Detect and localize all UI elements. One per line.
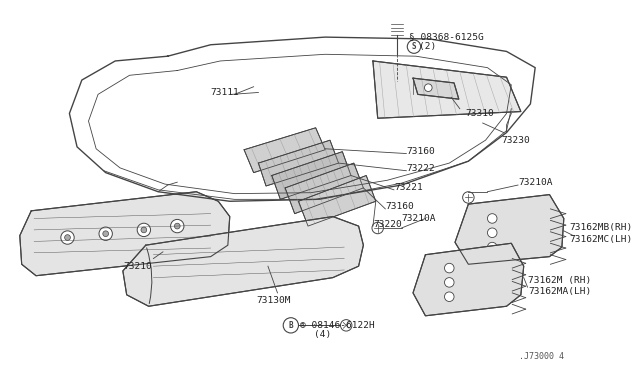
- Circle shape: [61, 231, 74, 244]
- Text: 73221: 73221: [394, 183, 422, 192]
- Circle shape: [488, 214, 497, 223]
- Text: .J73000 4: .J73000 4: [519, 352, 564, 361]
- Circle shape: [137, 223, 150, 237]
- Circle shape: [284, 318, 298, 333]
- Text: 73310: 73310: [465, 109, 494, 118]
- Text: 73220: 73220: [373, 220, 402, 229]
- Circle shape: [407, 40, 420, 53]
- Text: 73210A: 73210A: [518, 178, 552, 187]
- Text: (2): (2): [419, 42, 436, 51]
- Circle shape: [171, 219, 184, 233]
- Circle shape: [463, 192, 474, 203]
- Circle shape: [372, 222, 383, 234]
- Circle shape: [340, 320, 352, 331]
- Text: S: S: [412, 42, 416, 51]
- Text: 73160: 73160: [385, 202, 414, 212]
- Polygon shape: [123, 217, 364, 306]
- Text: 73230: 73230: [502, 136, 531, 145]
- Circle shape: [103, 231, 109, 237]
- Text: 73162M (RH): 73162M (RH): [529, 276, 592, 285]
- Polygon shape: [455, 195, 564, 264]
- Text: § 08368-6125G: § 08368-6125G: [409, 33, 484, 42]
- Polygon shape: [373, 61, 521, 118]
- Polygon shape: [272, 152, 351, 199]
- Circle shape: [175, 223, 180, 229]
- Circle shape: [445, 263, 454, 273]
- Polygon shape: [259, 140, 339, 186]
- Circle shape: [445, 278, 454, 287]
- Polygon shape: [413, 78, 459, 99]
- Polygon shape: [20, 192, 230, 276]
- Text: (4): (4): [314, 330, 331, 339]
- Circle shape: [99, 227, 113, 240]
- Text: 73111: 73111: [211, 88, 239, 97]
- Text: 73210: 73210: [123, 262, 152, 271]
- Polygon shape: [298, 176, 376, 226]
- Text: 73160: 73160: [406, 147, 435, 156]
- Text: 73130M: 73130M: [257, 296, 291, 305]
- Text: B: B: [289, 321, 293, 330]
- Text: ® 08146-6122H: ® 08146-6122H: [300, 321, 375, 330]
- Circle shape: [65, 235, 70, 240]
- Circle shape: [424, 84, 432, 92]
- Text: 73210A: 73210A: [401, 214, 436, 223]
- Text: 73162MA(LH): 73162MA(LH): [529, 288, 592, 296]
- Text: 73162MB(RH): 73162MB(RH): [570, 224, 633, 232]
- Polygon shape: [244, 128, 325, 173]
- Text: 73162MC(LH): 73162MC(LH): [570, 235, 633, 244]
- Circle shape: [488, 228, 497, 238]
- Text: 73222: 73222: [406, 164, 435, 173]
- Polygon shape: [285, 163, 364, 214]
- Circle shape: [488, 242, 497, 252]
- Polygon shape: [413, 243, 524, 316]
- Circle shape: [141, 227, 147, 233]
- Circle shape: [445, 292, 454, 301]
